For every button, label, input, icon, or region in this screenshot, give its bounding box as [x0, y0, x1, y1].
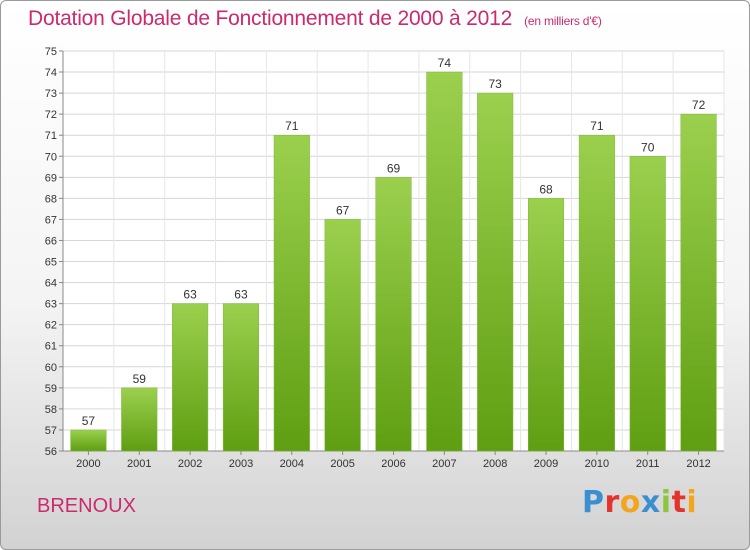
- bar-value-label: 63: [234, 288, 248, 302]
- y-tick-label: 69: [45, 172, 57, 184]
- bar-value-label: 59: [133, 372, 147, 386]
- y-tick-label: 65: [45, 257, 57, 269]
- bar-value-label: 67: [336, 203, 350, 217]
- city-name: BRENOUX: [37, 495, 136, 517]
- x-tick-label: 2011: [636, 458, 660, 470]
- bar-value-label: 69: [387, 161, 401, 175]
- y-tick-label: 56: [45, 446, 57, 458]
- bar: [680, 113, 717, 452]
- bar: [121, 387, 158, 452]
- bar: [578, 134, 615, 452]
- bar: [629, 156, 666, 452]
- chart-unit: (en milliers d'€): [524, 14, 602, 28]
- y-tick-label: 64: [45, 278, 57, 290]
- chart-title: Dotation Globale de Fonctionnement de 20…: [28, 7, 602, 31]
- bar-value-label: 68: [539, 182, 553, 196]
- chart-title-text: Dotation Globale de Fonctionnement de 20…: [28, 7, 513, 30]
- x-tick-label: 2005: [330, 458, 354, 470]
- y-tick-label: 66: [45, 235, 57, 247]
- x-tick-label: 2002: [178, 458, 202, 470]
- y-tick-label: 70: [45, 151, 57, 163]
- bar-value-label: 63: [183, 288, 197, 302]
- bar: [172, 303, 209, 452]
- bar: [273, 134, 310, 452]
- bar: [375, 177, 412, 452]
- bar: [70, 429, 107, 452]
- x-tick-label: 2009: [534, 458, 558, 470]
- y-tick-label: 61: [45, 341, 57, 353]
- x-tick-label: 2010: [585, 458, 609, 470]
- y-tick-label: 57: [45, 425, 57, 437]
- y-tick-label: 62: [45, 320, 57, 332]
- bar-value-label: 72: [692, 98, 706, 112]
- y-tick-label: 58: [45, 404, 57, 416]
- bar-value-label: 73: [489, 77, 503, 91]
- bar-value-label: 71: [285, 119, 299, 133]
- bar-value-label: 70: [641, 140, 655, 154]
- bar: [324, 219, 361, 452]
- x-tick-label: 2012: [686, 458, 710, 470]
- y-tick-label: 72: [45, 109, 57, 121]
- x-tick-label: 2001: [127, 458, 151, 470]
- bar: [222, 303, 260, 452]
- y-tick-label: 71: [45, 130, 57, 142]
- x-tick-label: 2004: [280, 458, 304, 470]
- bar: [477, 92, 514, 452]
- y-tick-label: 60: [45, 362, 57, 374]
- x-tick-label: 2000: [76, 458, 100, 470]
- bar: [426, 71, 463, 452]
- x-tick-label: 2008: [483, 458, 507, 470]
- y-tick-label: 73: [45, 88, 57, 100]
- y-tick-label: 67: [45, 214, 57, 226]
- y-tick-label: 59: [45, 383, 57, 395]
- bar-value-label: 74: [438, 56, 452, 70]
- y-tick-label: 68: [45, 193, 57, 205]
- bar-value-label: 71: [590, 119, 604, 133]
- x-tick-label: 2007: [432, 458, 456, 470]
- proxiti-logo[interactable]: Proxiti: [582, 485, 698, 520]
- y-tick-label: 74: [45, 67, 57, 79]
- x-tick-label: 2006: [381, 458, 405, 470]
- bar-value-label: 57: [82, 414, 96, 428]
- y-tick-label: 63: [45, 299, 57, 311]
- x-tick-label: 2003: [229, 458, 253, 470]
- y-tick-label: 75: [45, 46, 57, 58]
- bar: [527, 198, 565, 452]
